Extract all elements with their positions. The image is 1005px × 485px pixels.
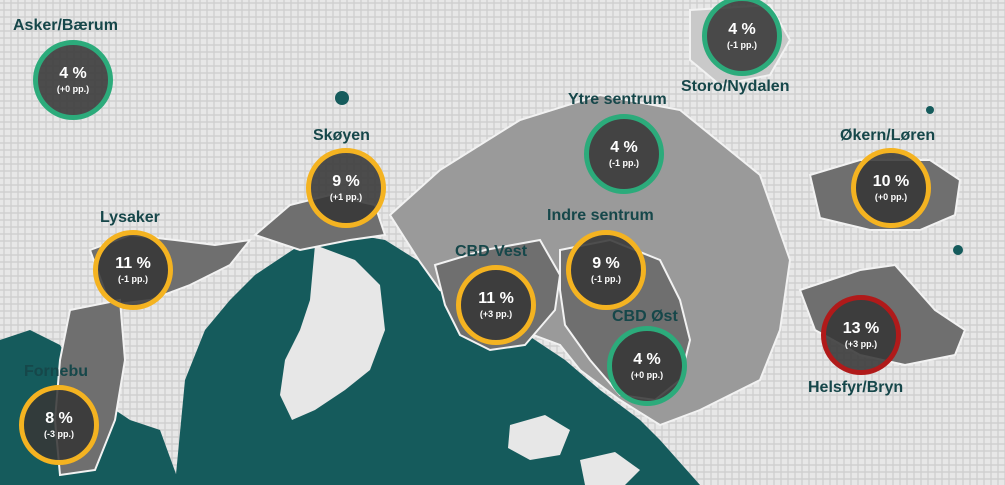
area-label-cbd-ost: CBD Øst — [612, 308, 678, 325]
vacancy-bubble-okern-loren: 10 % (+0 pp.) — [851, 148, 931, 228]
vacancy-rate: 4 % — [633, 350, 661, 368]
vacancy-bubble-skoyen: 9 % (+1 pp.) — [306, 148, 386, 228]
area-label-asker-baerum: Asker/Bærum — [13, 17, 118, 34]
fjord-water — [175, 232, 700, 485]
vacancy-rate: 4 % — [59, 64, 87, 82]
lake — [926, 106, 934, 114]
vacancy-bubble-lysaker: 11 % (-1 pp.) — [93, 230, 173, 310]
lake — [953, 245, 963, 255]
vacancy-rate: 11 % — [115, 254, 151, 272]
vacancy-rate: 13 % — [842, 319, 880, 337]
vacancy-bubble-ytre-sentrum: 4 % (-1 pp.) — [584, 114, 664, 194]
vacancy-change: (-1 pp.) — [118, 274, 148, 285]
vacancy-rate: 9 % — [592, 254, 620, 272]
island-bygdoy — [280, 245, 385, 420]
area-label-ytre-sentrum: Ytre sentrum — [568, 91, 667, 108]
vacancy-bubble-cbd-ost: 4 % (+0 pp.) — [607, 326, 687, 406]
vacancy-change: (-1 pp.) — [727, 40, 757, 51]
vacancy-bubble-asker-baerum: 4 % (+0 pp.) — [33, 40, 113, 120]
vacancy-change: (+1 pp.) — [329, 192, 363, 203]
vacancy-bubble-storo-nydalen: 4 % (-1 pp.) — [702, 0, 782, 76]
vacancy-change: (+0 pp.) — [874, 192, 908, 203]
vacancy-rate: 11 % — [478, 289, 514, 307]
vacancy-bubble-helsfyr-bryn: 13 % (+3 pp.) — [821, 295, 901, 375]
vacancy-rate: 4 % — [728, 20, 756, 38]
vacancy-change: (+0 pp.) — [56, 84, 90, 95]
area-label-cbd-vest: CBD Vest — [455, 243, 528, 260]
vacancy-change: (+0 pp.) — [630, 370, 664, 381]
vacancy-rate: 4 % — [610, 138, 638, 156]
area-label-helsfyr-bryn: Helsfyr/Bryn — [808, 379, 904, 396]
area-label-fornebu: Fornebu — [24, 363, 88, 380]
area-label-skoyen: Skøyen — [313, 127, 370, 144]
vacancy-bubble-fornebu: 8 % (-3 pp.) — [19, 385, 99, 465]
lake — [335, 91, 349, 105]
vacancy-change: (+3 pp.) — [844, 339, 878, 350]
vacancy-change: (-3 pp.) — [44, 429, 74, 440]
vacancy-bubble-indre-sentrum: 9 % (-1 pp.) — [566, 230, 646, 310]
area-label-storo-nydalen: Storo/Nydalen — [681, 78, 790, 95]
vacancy-change: (-1 pp.) — [591, 274, 621, 285]
island-east — [508, 415, 570, 460]
area-label-indre-sentrum: Indre sentrum — [547, 207, 654, 224]
vacancy-rate: 8 % — [45, 409, 73, 427]
area-label-lysaker: Lysaker — [100, 209, 160, 226]
vacancy-change: (-1 pp.) — [609, 158, 639, 169]
area-label-okern-loren: Økern/Løren — [840, 127, 936, 144]
vacancy-bubble-cbd-vest: 11 % (+3 pp.) — [456, 265, 536, 345]
vacancy-change: (+3 pp.) — [479, 309, 513, 320]
vacancy-rate: 9 % — [332, 172, 360, 190]
vacancy-rate: 10 % — [872, 172, 910, 190]
island-south — [580, 452, 640, 485]
